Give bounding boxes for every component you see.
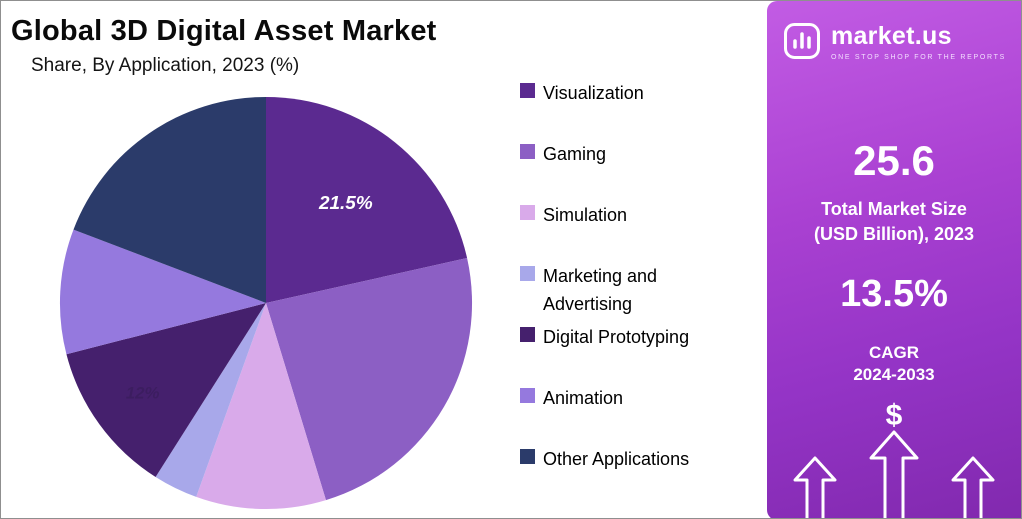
- market-size-value: 25.6: [853, 137, 935, 184]
- legend-swatch: [520, 266, 535, 281]
- dollar-sign: $: [885, 399, 903, 432]
- cagr-value: 13.5%: [840, 273, 948, 315]
- pie-slice-label: 21.5%: [318, 193, 373, 214]
- brand-panel: market.us ONE STOP SHOP FOR THE REPORTS …: [767, 1, 1021, 518]
- market-size-label-line2: (USD Billion), 2023: [813, 224, 975, 244]
- pie-slice-label: 12%: [126, 384, 160, 403]
- market-size-label-line1: Total Market Size: [821, 199, 967, 219]
- legend-label: Marketing and Advertising: [543, 266, 658, 314]
- marketus-logo-icon: [783, 23, 820, 59]
- legend: Visualization Gaming Simulation Marketing a…: [520, 71, 765, 516]
- legend-label: Simulation: [543, 205, 628, 225]
- legend-item: Visualization: [520, 79, 750, 107]
- legend-swatch: [520, 388, 535, 403]
- brand-name: market.us: [830, 21, 952, 50]
- legend-swatch: [520, 144, 535, 159]
- legend-item: Digital Prototyping: [520, 323, 750, 351]
- legend-item: Gaming: [520, 140, 750, 168]
- cagr-label-line2: 2024-2033: [853, 365, 935, 384]
- chart-title: Global 3D Digital Asset Market: [11, 15, 437, 47]
- legend-item: Animation: [520, 384, 750, 412]
- legend-label: Visualization: [543, 83, 644, 103]
- legend-label: Animation: [543, 388, 624, 408]
- legend-swatch: [520, 327, 535, 342]
- chart-subtitle: Share, By Application, 2023 (%): [31, 55, 300, 76]
- pie-slice: [73, 96, 266, 303]
- legend-label: Gaming: [543, 144, 607, 164]
- legend-label: Digital Prototyping: [543, 327, 690, 347]
- legend-label: Other Applications: [543, 449, 690, 469]
- growth-arrows-icon: [793, 430, 995, 518]
- legend-item: Simulation: [520, 201, 750, 229]
- pie-slice: [266, 96, 468, 303]
- brand-stack: market.us ONE STOP SHOP FOR THE REPORTS: [831, 22, 1006, 61]
- logo-row: market.us ONE STOP SHOP FOR THE REPORTS: [767, 21, 1021, 61]
- pie-slice: [266, 258, 473, 501]
- pie-slice: [59, 229, 266, 355]
- pie-slice: [155, 303, 266, 497]
- legend-item: Marketing and Advertising: [520, 262, 750, 318]
- brand-tagline: ONE STOP SHOP FOR THE REPORTS: [830, 53, 1007, 61]
- pie-slice: [196, 303, 326, 510]
- legend-swatch: [520, 83, 535, 98]
- pie-chart: 21.5% 12%: [59, 96, 473, 510]
- cagr-label-line1: CAGR: [868, 343, 920, 362]
- legend-swatch: [520, 449, 535, 464]
- pie-slice: [66, 303, 266, 477]
- cagr-label: CAGR 2024-2033: [767, 342, 1021, 386]
- market-size-label: Total Market Size (USD Billion), 2023: [767, 197, 1021, 247]
- legend-swatch: [520, 205, 535, 220]
- legend-item: Other Applications: [520, 445, 750, 473]
